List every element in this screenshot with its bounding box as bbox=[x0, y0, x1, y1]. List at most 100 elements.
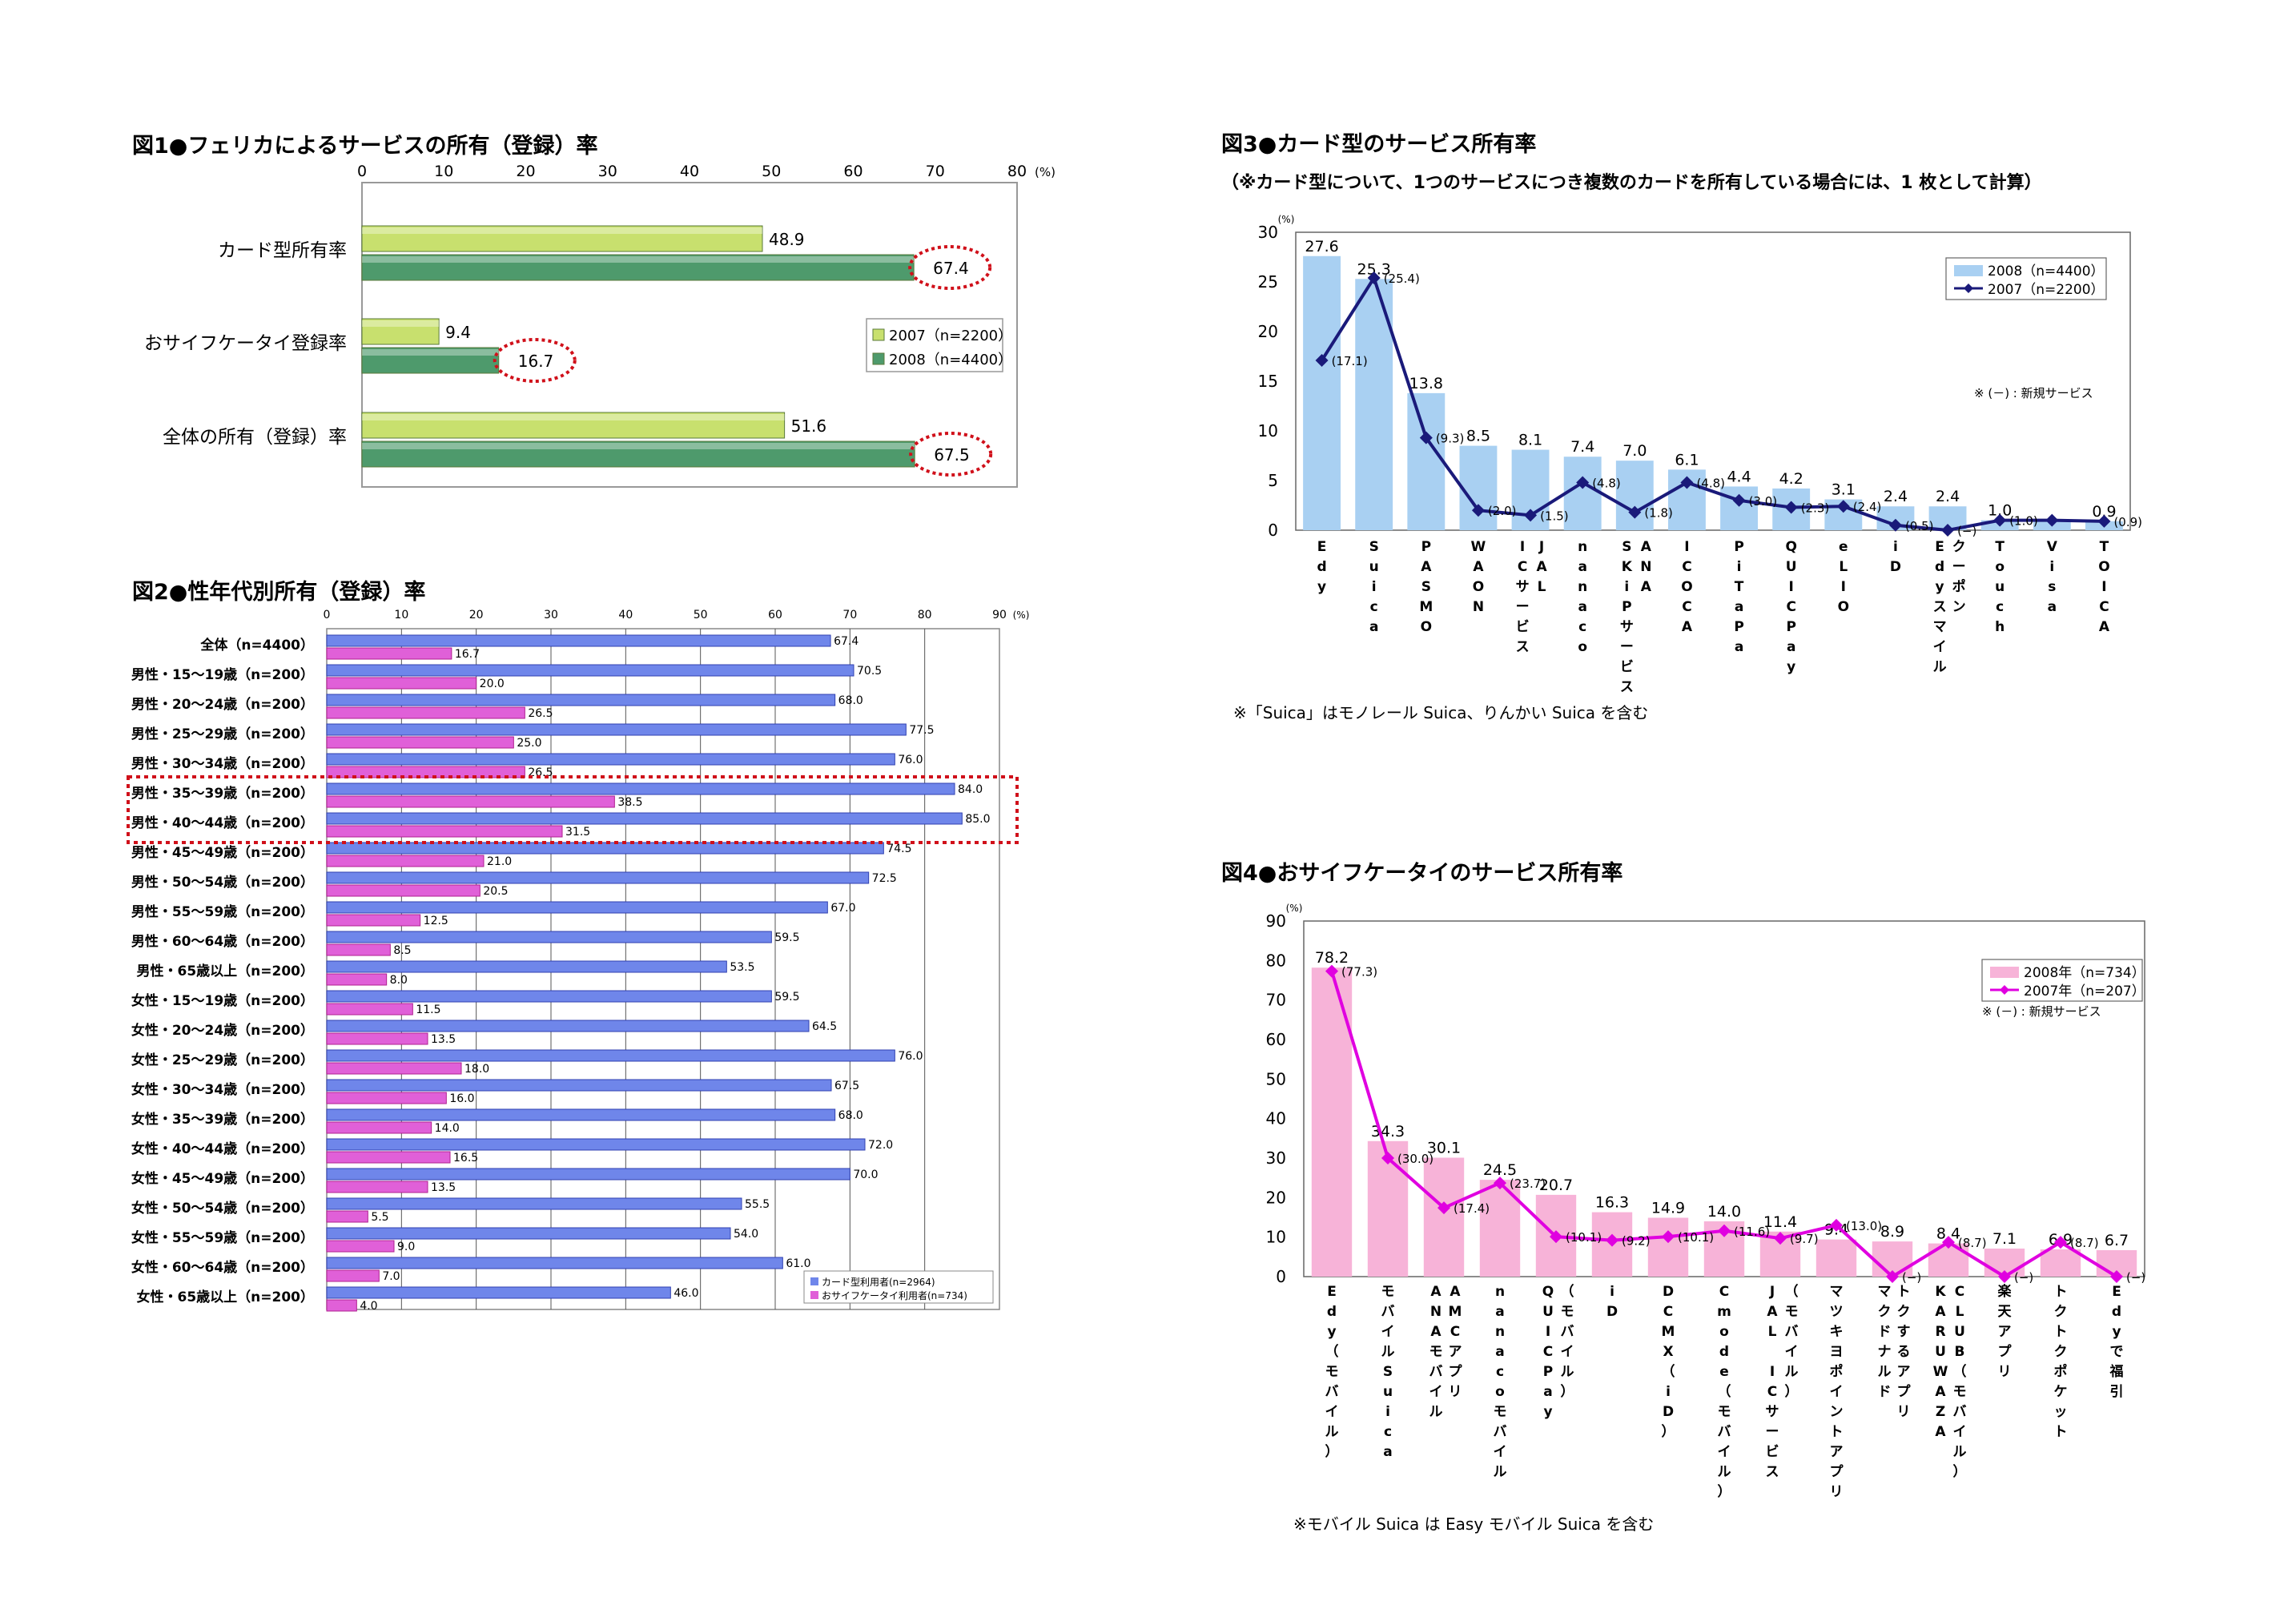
fig2-bar bbox=[326, 1062, 462, 1075]
fig3-title: 図3●カード型のサービス所有率 bbox=[1221, 132, 1537, 157]
fig4-category-label-part: C bbox=[1543, 1344, 1553, 1360]
fig2-data-label: 70.0 bbox=[853, 1168, 878, 1181]
fig4-category-label-part: バ bbox=[1718, 1424, 1731, 1440]
fig2-data-label: 7.0 bbox=[382, 1270, 400, 1283]
fig3-category-label-part: n bbox=[1578, 579, 1587, 595]
fig3-bar-label: 8.5 bbox=[1466, 428, 1490, 445]
fig2-bar bbox=[326, 795, 615, 808]
fig3-category-label-part: N bbox=[1640, 559, 1651, 575]
fig4-bar bbox=[1815, 1239, 1857, 1277]
fig4-category-label-part: o bbox=[1719, 1324, 1729, 1340]
fig4-category-label-part: ル bbox=[1494, 1464, 1507, 1480]
fig4-footnote: ※モバイル Suica は Easy モバイル Suica を含む bbox=[1293, 1514, 1655, 1534]
fig3-line-point bbox=[1680, 476, 1694, 489]
fig4-line-label: (23.7) bbox=[1510, 1177, 1546, 1191]
fig2-tick-label: 20 bbox=[469, 609, 484, 621]
fig4-category-label-part: ッ bbox=[2054, 1404, 2068, 1420]
fig3-category-label-part: y bbox=[1936, 579, 1944, 595]
fig3-category-label: T bbox=[2100, 539, 2109, 555]
fig3-category-label-part: i bbox=[1624, 579, 1629, 595]
fig3-tick-label: 20 bbox=[1258, 322, 1278, 341]
fig1-bar bbox=[361, 225, 763, 252]
fig4-category-label: C bbox=[1955, 1284, 1964, 1300]
fig2-bar bbox=[326, 1032, 428, 1045]
fig4-category-label-part: 天 bbox=[1998, 1304, 2013, 1320]
fig4-category-label-part: モ bbox=[1718, 1404, 1731, 1420]
fig4-category-label: E bbox=[1327, 1284, 1337, 1300]
fig3-line-label: (1.0) bbox=[2009, 514, 2038, 529]
fig3-category-label-part: ー bbox=[1620, 639, 1634, 655]
fig2-bar bbox=[326, 943, 391, 956]
fig4-category-label-part: d bbox=[1327, 1304, 1337, 1320]
fig4-category-label-part: リ bbox=[1998, 1364, 2012, 1380]
fig4-category-label-part: ア bbox=[1830, 1444, 1844, 1460]
fig2-category-label: 女性・30～34歳（n=200） bbox=[131, 1081, 314, 1098]
fig3-category-label: P bbox=[1734, 539, 1743, 555]
fig4-category-label-part: バ bbox=[1325, 1384, 1339, 1400]
fig3-category-label-part: O bbox=[1473, 579, 1484, 595]
fig3-legend-line-marker bbox=[1964, 284, 1973, 293]
fig1-bar bbox=[361, 440, 915, 468]
fig4-bar bbox=[1647, 1217, 1689, 1277]
fig3-line-label: (0.9) bbox=[2113, 515, 2142, 529]
fig2-data-label: 20.0 bbox=[480, 678, 505, 690]
fig3-line-label: (9.3) bbox=[1436, 432, 1465, 446]
fig4-line-point bbox=[1886, 1270, 1899, 1283]
fig3-category-label-part: a bbox=[1369, 619, 1378, 635]
fig4-category-label-part: モ bbox=[1561, 1304, 1574, 1320]
fig4-category-label-part: ト bbox=[2054, 1324, 2068, 1340]
fig4-category-label: （ bbox=[1785, 1283, 1799, 1300]
fig3-legend-box bbox=[1945, 257, 2107, 300]
fig4-category-label-part: o bbox=[1495, 1384, 1505, 1400]
fig3-bar-label: 0.9 bbox=[2092, 503, 2116, 521]
fig4-category-label-part: バ bbox=[1561, 1324, 1574, 1340]
fig3-line-point bbox=[1993, 513, 2007, 527]
fig2-bar bbox=[326, 736, 514, 749]
fig2-category-label: 女性・50～54歳（n=200） bbox=[131, 1200, 314, 1217]
fig3-category-label-part: P bbox=[1622, 599, 1631, 615]
fig3-category-label-part: S bbox=[1421, 579, 1431, 595]
fig3-category-label-part: O bbox=[1681, 579, 1692, 595]
fig2-category-label: 男性・25～29歳（n=200） bbox=[131, 726, 314, 742]
fig4-category-label-part: M bbox=[1449, 1304, 1462, 1320]
fig2-bar bbox=[326, 1197, 742, 1210]
fig4-category-label-part: U bbox=[1954, 1324, 1965, 1340]
fig1-category-label: カード型所有率 bbox=[218, 240, 347, 261]
fig2-category-label: 女性・65歳以上（n=200） bbox=[137, 1289, 315, 1305]
fig4-bar-label: 34.3 bbox=[1371, 1123, 1405, 1140]
fig4-category-label-part: a bbox=[1543, 1384, 1552, 1400]
fig3-footnote: ※「Suica」はモノレール Suica、りんかい Suica を含む bbox=[1233, 703, 1649, 722]
fig2-bar bbox=[326, 647, 452, 660]
fig3-category-label-part: a bbox=[1787, 639, 1795, 655]
fig2-data-label: 54.0 bbox=[734, 1228, 758, 1241]
fig2-data-label: 31.5 bbox=[565, 826, 590, 839]
fig4-tick-label: 20 bbox=[1266, 1188, 1286, 1207]
fig3-category-label-part: I bbox=[2101, 579, 2106, 595]
fig4-category-label-part: ） bbox=[1718, 1483, 1731, 1500]
fig3-category-label-part: a bbox=[1578, 599, 1586, 615]
fig2-data-label: 14.0 bbox=[435, 1122, 460, 1135]
fig3-category-label-part: T bbox=[1735, 579, 1744, 595]
fig4-category-label-part: ク bbox=[2054, 1344, 2068, 1360]
fig3-line-label: (4.8) bbox=[1592, 476, 1621, 490]
fig4-category-label-part: ナ bbox=[1878, 1344, 1892, 1360]
fig4-category-label-part: D bbox=[1663, 1404, 1674, 1420]
fig4-line-label: (9.2) bbox=[1622, 1234, 1651, 1249]
fig1-tick-label: 70 bbox=[926, 163, 945, 180]
fig3-category-label-part: O bbox=[1421, 619, 1432, 635]
fig4-category-label-part: U bbox=[1542, 1304, 1554, 1320]
fig3-category-label-part: A bbox=[1682, 619, 1693, 635]
fig2-tick-label: 60 bbox=[768, 609, 782, 621]
fig2-category-label: 男性・60～64歳（n=200） bbox=[131, 933, 314, 950]
fig4-category-label-part: C bbox=[1450, 1324, 1460, 1340]
fig1-bar-shine bbox=[362, 227, 763, 234]
fig4-category-label-part: c bbox=[1496, 1364, 1504, 1380]
fig4-line-point bbox=[1998, 1270, 2011, 1283]
fig4-category-label-part: ） bbox=[1561, 1383, 1574, 1400]
fig2-data-label: 68.0 bbox=[838, 1109, 863, 1122]
fig2-bar bbox=[326, 1181, 428, 1193]
fig4-bar-label: 20.7 bbox=[1539, 1177, 1573, 1194]
fig2-bar bbox=[326, 1138, 866, 1151]
fig4-category-label-part: e bbox=[1719, 1364, 1729, 1380]
fig2-data-label: 76.0 bbox=[898, 754, 923, 766]
